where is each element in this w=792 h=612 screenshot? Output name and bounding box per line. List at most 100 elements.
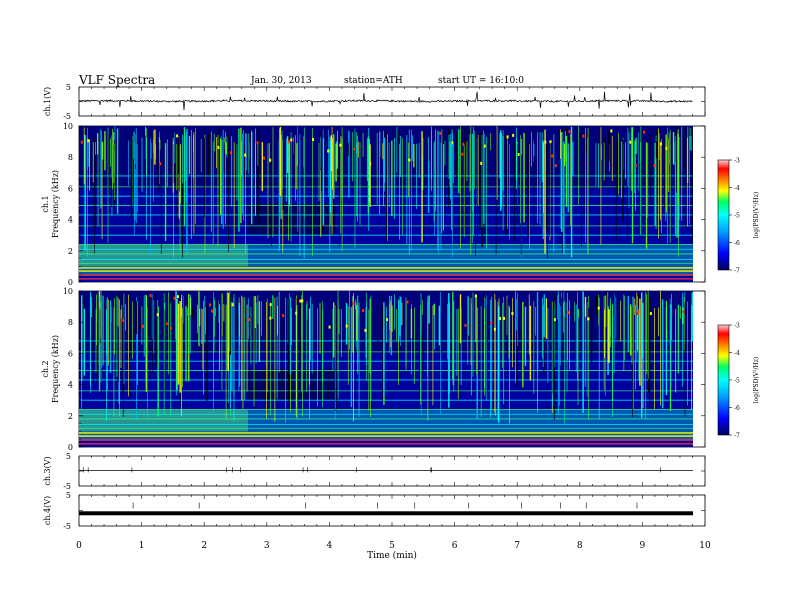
y-tick-label: 2	[68, 247, 73, 256]
intense-spot	[549, 140, 552, 144]
intense-spot	[299, 299, 302, 303]
intense-spot	[282, 314, 285, 318]
intense-spot	[173, 296, 176, 300]
colorbar: -3 -4 -5 -6 -7 log(PSD(V²/Hz)	[717, 158, 760, 275]
intense-spot	[352, 302, 355, 306]
dark-band	[248, 204, 336, 236]
colorbar-gradient	[717, 324, 730, 436]
intense-spot	[362, 309, 365, 313]
intense-spot	[439, 131, 442, 135]
intense-spot	[517, 153, 520, 157]
intense-spot	[229, 151, 232, 155]
intense-spot	[634, 164, 637, 168]
y-tick-label: 6	[68, 184, 73, 193]
intense-spot	[503, 316, 506, 320]
intense-spot	[451, 141, 454, 145]
intense-spot	[568, 130, 571, 134]
intense-spot	[597, 306, 600, 310]
intense-spot	[587, 317, 590, 321]
intense-spot	[629, 140, 632, 144]
intense-spot	[244, 153, 247, 157]
intense-spot	[512, 133, 515, 137]
intense-spot	[490, 321, 493, 325]
panel-3: 0 2 4 6 8 10 Frequency (kHz)ch.2 -3 -4 -5 -6 -7 log(…	[41, 287, 760, 452]
intense-spot	[217, 145, 220, 149]
intense-spot	[345, 324, 348, 328]
intense-spot	[665, 146, 668, 150]
y-tick-label: -5	[63, 482, 71, 491]
dark-band	[248, 369, 336, 401]
intense-spot	[369, 162, 372, 166]
x-tick-label: 0	[76, 541, 82, 551]
intense-spot	[165, 322, 168, 326]
channel-label: ch.1	[41, 195, 50, 212]
y-axis-label: Frequency (kHz)	[51, 170, 60, 238]
intense-spot	[636, 311, 639, 315]
intense-spot	[464, 323, 467, 327]
intense-spot	[567, 311, 570, 315]
colorbar-tick-label: -5	[734, 378, 740, 385]
dark-band	[79, 126, 693, 189]
intense-spot	[544, 140, 547, 144]
intense-spot	[159, 162, 162, 166]
intense-spot	[462, 142, 465, 146]
intense-spot	[287, 140, 290, 144]
intense-spot	[364, 328, 367, 332]
x-tick-label: 3	[264, 541, 270, 551]
y-tick-label: 6	[68, 349, 73, 358]
colorbar-tick-label: -6	[734, 240, 740, 247]
low-freq-band	[79, 409, 249, 432]
y-tick-label: 0	[68, 443, 73, 452]
intense-spot	[312, 138, 315, 142]
intense-spot	[149, 294, 152, 298]
intense-spot	[461, 152, 464, 156]
x-tick-label: 4	[327, 541, 333, 551]
channel-label: ch.2	[41, 360, 50, 377]
figure-title: VLF Spectra	[78, 73, 155, 87]
y-tick-label: 4	[68, 381, 73, 390]
intense-spot	[511, 311, 514, 315]
colorbar-tick-label: -3	[734, 323, 740, 330]
x-tick-label: 9	[640, 541, 646, 551]
intense-spot	[231, 303, 234, 307]
intense-spot	[290, 138, 293, 142]
figure-station: station=ATH	[344, 76, 403, 86]
x-tick-label: 1	[139, 541, 145, 551]
panel-5: 5 -5 ch.4(V)	[43, 491, 706, 531]
y-tick-label: 5	[66, 491, 71, 500]
colorbar-tick-label: -4	[734, 185, 740, 192]
colorbar-label: log(PSD(V²/Hz)	[753, 192, 760, 239]
colorbar-tick-label: -5	[734, 213, 740, 220]
intense-spot	[506, 135, 509, 139]
intense-spot	[642, 130, 645, 134]
intense-spot	[339, 143, 342, 147]
intense-spot	[610, 129, 613, 133]
y-tick-label: 8	[68, 153, 73, 162]
figure-date: Jan. 30, 2013	[250, 76, 312, 86]
intense-spot	[295, 311, 298, 315]
intense-spot	[474, 294, 477, 298]
sferics	[80, 126, 693, 259]
panel-2: 0 2 4 6 8 10 Frequency (kHz)ch.1 -3 -4 -5 -6 -7 log(…	[41, 122, 760, 287]
x-tick-label: 5	[389, 541, 395, 551]
colorbar: -3 -4 -5 -6 -7 log(PSD(V²/Hz)	[717, 323, 760, 440]
intense-spot	[328, 325, 331, 329]
x-tick-label: 7	[514, 541, 520, 551]
intense-spot	[649, 312, 652, 316]
intense-spot	[327, 149, 330, 153]
panel-1: 5 -5 ch.1(V)	[43, 83, 706, 121]
intense-spot	[386, 318, 389, 322]
intense-spot	[269, 158, 272, 162]
colorbar-tick-label: -7	[734, 268, 740, 275]
y-axis-label: Frequency (kHz)	[51, 335, 60, 403]
y-tick-label: 10	[63, 122, 73, 131]
x-tick-label: 6	[452, 541, 458, 551]
intense-spot	[209, 303, 212, 307]
colorbar-tick-label: -3	[734, 158, 740, 165]
intense-spot	[263, 156, 266, 160]
intense-spot	[122, 318, 125, 322]
x-axis-label: Time (min)	[367, 550, 417, 561]
y-axis-label: ch.4(V)	[43, 496, 52, 525]
